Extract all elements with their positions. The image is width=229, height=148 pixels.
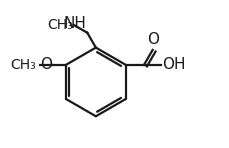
- Text: O: O: [40, 57, 52, 72]
- Text: NH: NH: [63, 16, 86, 31]
- Text: OH: OH: [161, 57, 185, 72]
- Text: CH₃: CH₃: [47, 18, 73, 32]
- Text: O: O: [146, 32, 158, 47]
- Text: CH₃: CH₃: [11, 58, 36, 72]
